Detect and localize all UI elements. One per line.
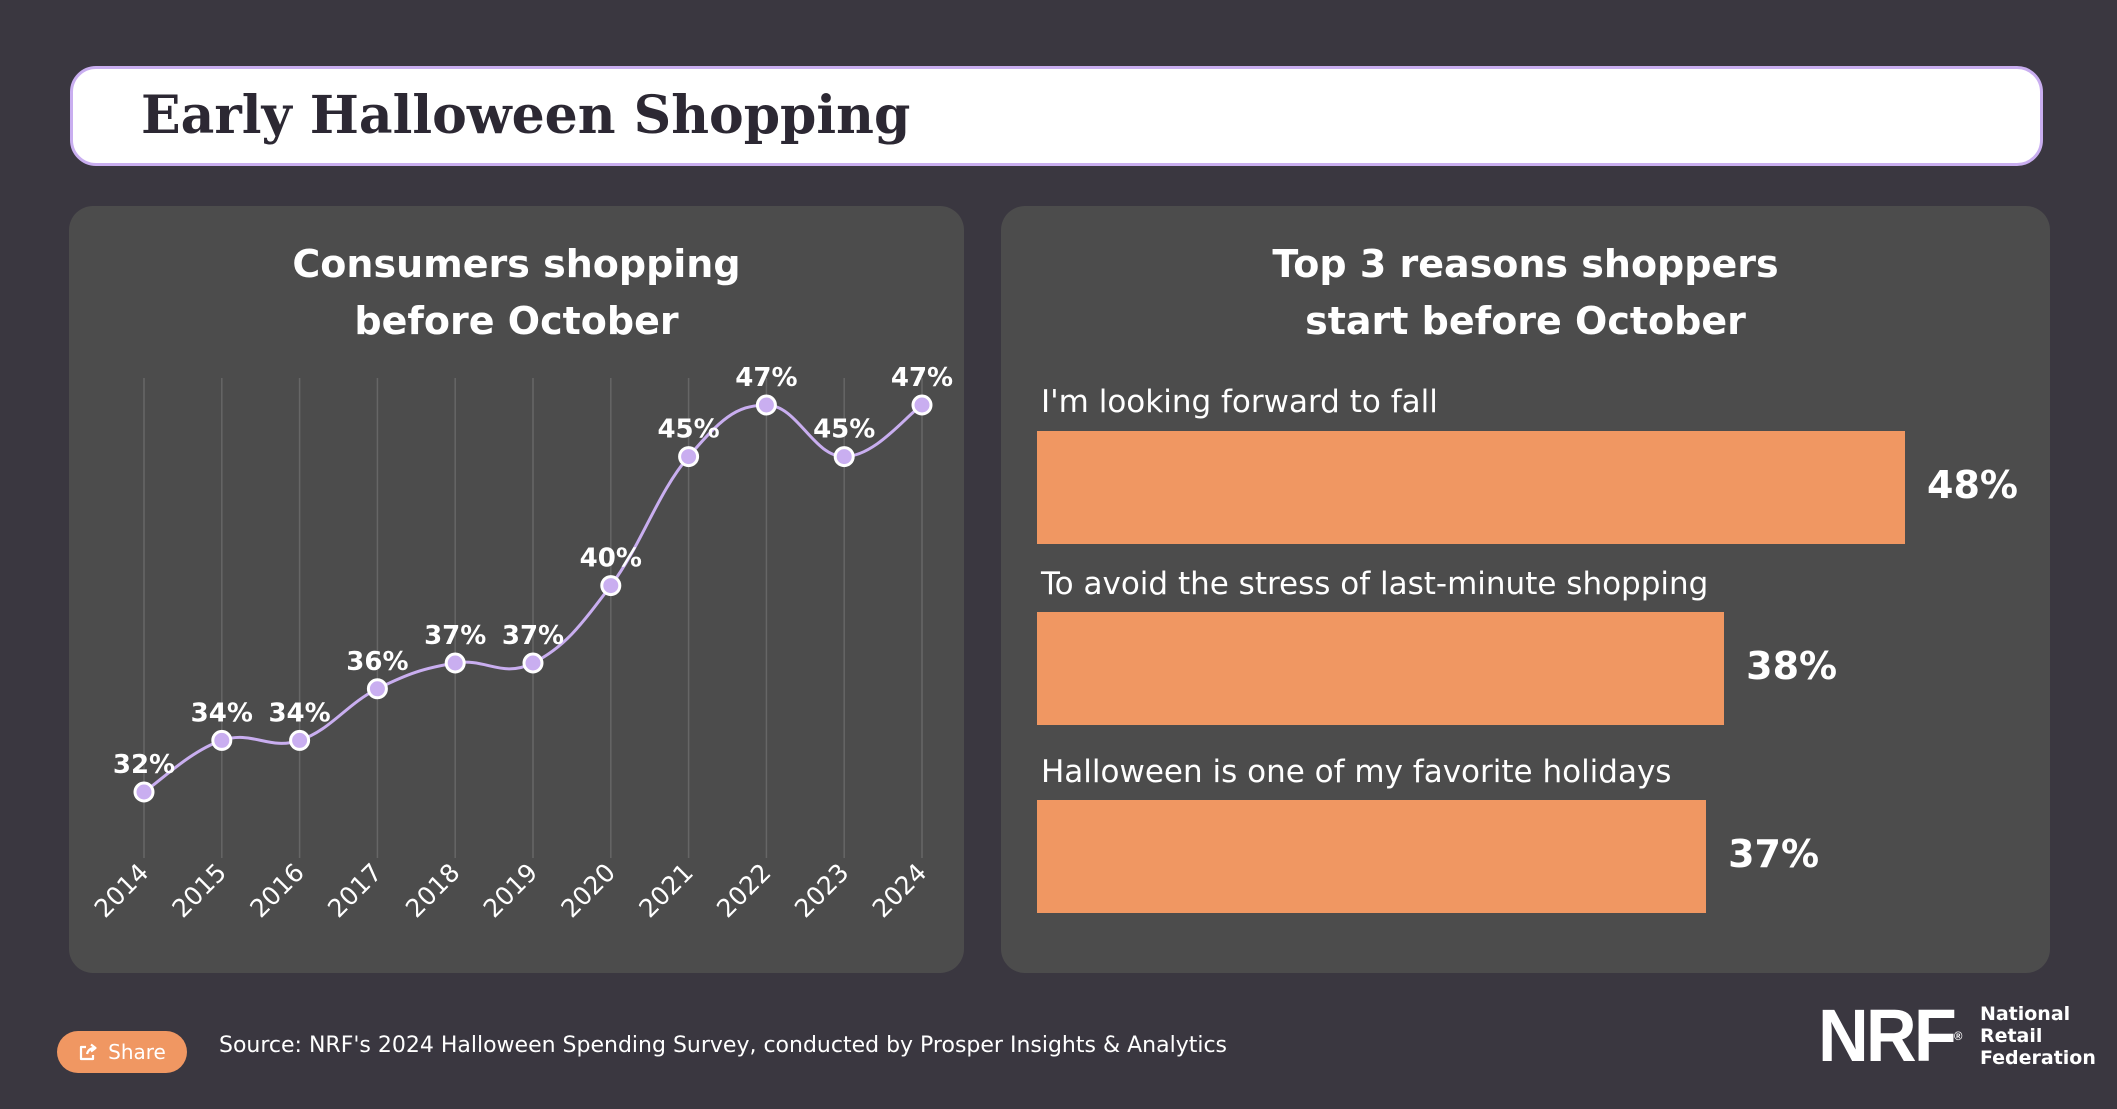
- share-button[interactable]: Share: [57, 1031, 187, 1073]
- data-label-2017: 36%: [346, 647, 408, 677]
- bar-chart-title: Top 3 reasons shoppers start before Octo…: [1001, 236, 2050, 350]
- bar-chart-title-line-2: start before October: [1305, 299, 1746, 343]
- logo-mark: NRF®: [1818, 994, 1963, 1077]
- logo-name-line-3: Federation: [1979, 1047, 2096, 1069]
- share-label: Share: [108, 1040, 166, 1064]
- line-chart: 32% 2014 34% 2015 34% 2016 36% 2017 37% 2018 37% 20…: [89, 363, 953, 923]
- data-point-2022: [755, 394, 777, 416]
- page-title: Early Halloween Shopping: [141, 85, 911, 146]
- bar-category-label-1: I'm looking forward to fall: [1041, 384, 1438, 420]
- bar-chart-panel: Top 3 reasons shoppers start before Octo…: [1001, 206, 2050, 973]
- x-tick-label-2024: 2024: [867, 858, 932, 923]
- data-label-2015: 34%: [191, 698, 253, 728]
- x-tick-label-2019: 2019: [478, 858, 543, 923]
- nrf-logo[interactable]: NRF® National Retail Federation: [1818, 994, 2096, 1077]
- x-tick-label-2016: 2016: [244, 858, 309, 923]
- line-chart-title-line-2: before October: [354, 299, 679, 343]
- bar-1: [1037, 431, 1905, 544]
- data-label-2024: 47%: [891, 363, 953, 393]
- bar-3: [1037, 800, 1707, 913]
- bar-2: [1037, 612, 1725, 725]
- x-tick-label-2023: 2023: [789, 858, 854, 923]
- data-point-2021: [678, 446, 700, 468]
- logo-name-line-1: National: [1979, 1003, 2071, 1025]
- x-tick-label-2020: 2020: [556, 858, 621, 923]
- bar-value-label-2: 38%: [1746, 644, 1838, 688]
- x-tick-label-2015: 2015: [167, 858, 232, 923]
- data-label-2014: 32%: [113, 750, 175, 780]
- line-chart-title: Consumers shopping before October: [69, 236, 964, 350]
- data-point-2018: [444, 652, 466, 674]
- data-point-2015: [211, 729, 233, 751]
- data-point-2016: [289, 729, 311, 751]
- data-point-2024: [911, 394, 933, 416]
- x-tick-label-2022: 2022: [711, 858, 776, 923]
- data-label-2022: 47%: [735, 363, 797, 393]
- data-label-2020: 40%: [580, 544, 642, 574]
- data-point-2017: [366, 678, 388, 700]
- line-chart-title-line-1: Consumers shopping: [292, 242, 741, 286]
- data-point-2020: [600, 575, 622, 597]
- data-label-2016: 34%: [268, 698, 330, 728]
- data-label-2023: 45%: [813, 415, 875, 445]
- share-icon: [80, 1043, 97, 1061]
- series-line: [143, 403, 923, 794]
- x-tick-label-2017: 2017: [322, 858, 387, 923]
- bar-value-label-3: 37%: [1728, 832, 1820, 876]
- data-label-2021: 45%: [657, 415, 719, 445]
- bar-category-label-3: Halloween is one of my favorite holidays: [1041, 754, 1672, 790]
- logo-name: National Retail Federation: [1980, 1003, 2096, 1069]
- logo-mark-text: NRF: [1818, 994, 1957, 1077]
- x-tick-label-2014: 2014: [89, 858, 154, 923]
- logo-name-line-2: Retail: [1979, 1025, 2043, 1047]
- bar-chart-title-line-1: Top 3 reasons shoppers: [1272, 242, 1779, 286]
- x-tick-label-2018: 2018: [400, 858, 465, 923]
- bar-value-label-1: 48%: [1927, 463, 2018, 507]
- data-label-2019: 37%: [502, 621, 564, 651]
- data-point-2019: [522, 652, 544, 674]
- bar-category-label-2: To avoid the stress of last-minute shopp…: [1041, 566, 1709, 602]
- line-chart-panel: Consumers shopping before October 32% 201…: [69, 206, 964, 973]
- x-tick-label-2021: 2021: [633, 858, 698, 923]
- data-label-2018: 37%: [424, 621, 486, 651]
- data-point-2023: [833, 446, 855, 468]
- data-point-2014: [133, 781, 155, 803]
- source-note: Source: NRF's 2024 Halloween Spending Su…: [219, 1033, 1228, 1058]
- title-banner: Early Halloween Shopping: [70, 66, 2043, 166]
